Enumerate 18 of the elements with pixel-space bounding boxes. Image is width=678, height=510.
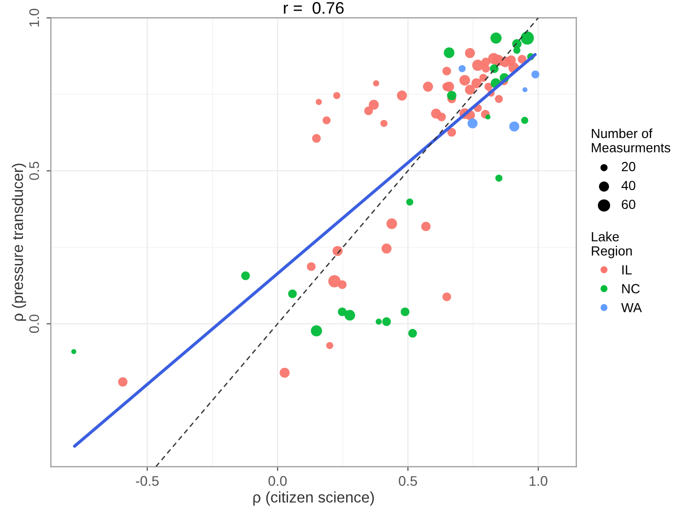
legend-label: WA	[621, 303, 642, 312]
legend-label: 40	[621, 180, 636, 190]
chart-title: r = 0.76	[284, 2, 344, 14]
text: Number of Measurments	[592, 128, 670, 152]
x-tick-label: 0.5	[398, 476, 417, 486]
y-axis-title: ρ (pressure transducer)	[12, 164, 26, 321]
y-tick-label: 0.0	[29, 314, 40, 333]
legend-label: 20	[622, 162, 636, 172]
legend-label: IL	[622, 265, 632, 274]
x-tick-label: 0.0	[268, 476, 287, 486]
y-tick-label: 0.5	[29, 162, 40, 180]
x-tick-label: 1.0	[530, 476, 548, 486]
x-axis-title: ρ (citizen science)	[253, 491, 374, 506]
legend-title: Lake Region	[592, 232, 632, 258]
y-tick-label: 1.0	[29, 8, 40, 26]
x-tick-label: -0.5	[136, 476, 159, 486]
legend-label: NC	[622, 284, 640, 294]
legend-label: 60	[622, 200, 636, 210]
